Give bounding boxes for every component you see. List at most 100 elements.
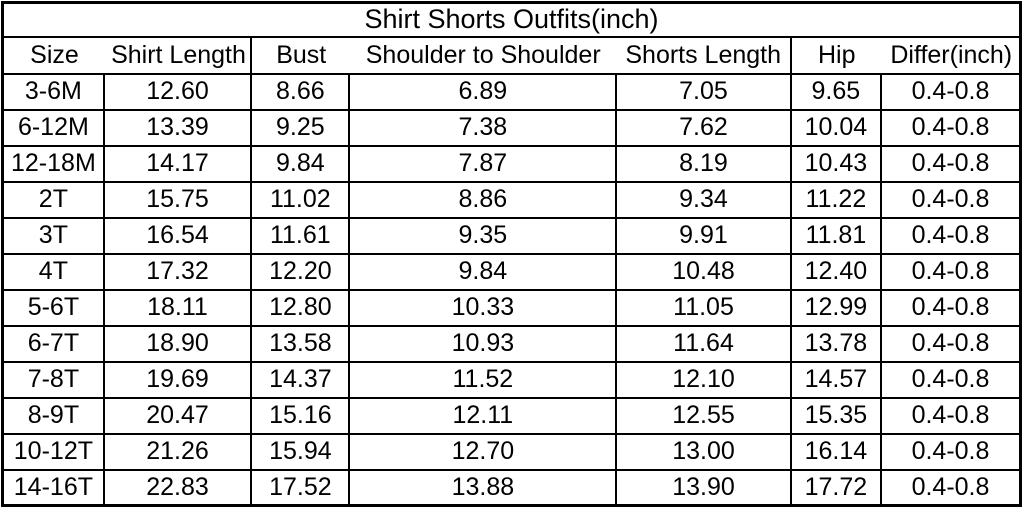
- table-cell: 0.4-0.8: [880, 72, 1022, 111]
- table-cell: 6-7T: [1, 324, 105, 363]
- table-cell: 10.48: [615, 252, 792, 291]
- table-cell: 8-9T: [1, 396, 105, 435]
- column-header-shirt-length: Shirt Length: [111, 40, 246, 69]
- table-cell: 3-6M: [1, 72, 105, 111]
- table-cell: 0.4-0.8: [880, 396, 1022, 435]
- table-row: 6-12M 13.39 9.25 7.38 7.62 10.04 0.4-0.8: [1, 108, 1022, 147]
- table-row: 14-16T 22.83 17.52 13.88 13.90 17.72 0.4-0.8: [1, 468, 1022, 507]
- table-cell: 9.34: [615, 180, 792, 219]
- table-cell: 19.69: [102, 360, 253, 399]
- table-cell: 11.52: [348, 360, 618, 399]
- table-row: 2T 15.75 11.02 8.86 9.34 11.22 0.4-0.8: [1, 180, 1022, 219]
- table-cell: 14.57: [789, 360, 883, 399]
- table-cell: 15.16: [250, 396, 351, 435]
- table-cell: 9.84: [348, 252, 618, 291]
- table-cell: 17.72: [789, 468, 883, 507]
- table-row: 6-7T 18.90 13.58 10.93 11.64 13.78 0.4-0.8: [1, 324, 1022, 363]
- table-cell: 17.52: [250, 468, 351, 507]
- table-cell: 14.17: [102, 144, 253, 183]
- table-cell: 0.4-0.8: [880, 180, 1022, 219]
- table-cell: 8.19: [615, 144, 792, 183]
- table-cell: 12.99: [789, 288, 883, 327]
- table-cell: 10.43: [789, 144, 883, 183]
- table-cell: 0.4-0.8: [880, 468, 1022, 507]
- header-group-size-shirt: Size Shirt Length: [1, 35, 253, 75]
- table-cell: 12.40: [789, 252, 883, 291]
- table-cell: 11.22: [789, 180, 883, 219]
- table-cell: 0.4-0.8: [880, 144, 1022, 183]
- size-table-body: 3-6M 12.60 8.66 6.89 7.05 9.65 0.4-0.8 6-12M 13.…: [1, 72, 1022, 507]
- table-cell: 18.90: [102, 324, 253, 363]
- table-cell: 7-8T: [1, 360, 105, 399]
- table-cell: 11.81: [789, 216, 883, 255]
- column-header-differ: Differ(inch): [890, 40, 1013, 69]
- table-cell: 10.33: [348, 288, 618, 327]
- table-cell: 12-18M: [1, 144, 105, 183]
- table-cell: 16.14: [789, 432, 883, 471]
- table-head: Shirt Shorts Outfits(inch) Size Shirt Le…: [1, 1, 1022, 75]
- table-cell: 11.61: [250, 216, 351, 255]
- header-group-inner: Size Shirt Length: [4, 41, 250, 70]
- table-row: 10-12T 21.26 15.94 12.70 13.00 16.14 0.4-0.8: [1, 432, 1022, 471]
- table-cell: 0.4-0.8: [880, 432, 1022, 471]
- table-row: 5-6T 18.11 12.80 10.33 11.05 12.99 0.4-0.8: [1, 288, 1022, 327]
- table-cell: 13.78: [789, 324, 883, 363]
- table-row: 12-18M 14.17 9.84 7.87 8.19 10.43 0.4-0.8: [1, 144, 1022, 183]
- table-row: 3T 16.54 11.61 9.35 9.91 11.81 0.4-0.8: [1, 216, 1022, 255]
- table-cell: 21.26: [102, 432, 253, 471]
- table-cell: 15.35: [789, 396, 883, 435]
- table-row: 8-9T 20.47 15.16 12.11 12.55 15.35 0.4-0.8: [1, 396, 1022, 435]
- table-cell: 15.75: [102, 180, 253, 219]
- table-cell: 12.11: [348, 396, 618, 435]
- table-cell: 6-12M: [1, 108, 105, 147]
- table-cell: 18.11: [102, 288, 253, 327]
- table-cell: 0.4-0.8: [880, 360, 1022, 399]
- table-cell: 0.4-0.8: [880, 288, 1022, 327]
- table-cell: 10-12T: [1, 432, 105, 471]
- table-cell: 7.05: [615, 72, 792, 111]
- table-cell: 14.37: [250, 360, 351, 399]
- header-group-hip-differ: Hip Differ(inch): [789, 35, 1022, 75]
- table-row: 4T 17.32 12.20 9.84 10.48 12.40 0.4-0.8: [1, 252, 1022, 291]
- table-cell: 0.4-0.8: [880, 216, 1022, 255]
- column-header-shoulder-to-shoulder: Shoulder to Shoulder: [365, 40, 601, 69]
- table-cell: 11.64: [615, 324, 792, 363]
- table-cell: 22.83: [102, 468, 253, 507]
- column-header-hip: Hip: [817, 40, 856, 69]
- table-cell: 5-6T: [1, 288, 105, 327]
- table-row: 7-8T 19.69 14.37 11.52 12.10 14.57 0.4-0.8: [1, 360, 1022, 399]
- table-cell: 9.65: [789, 72, 883, 111]
- table-cell: 12.70: [348, 432, 618, 471]
- header-group-inner: Hip Differ(inch): [792, 41, 1019, 70]
- table-title: Shirt Shorts Outfits(inch): [1, 1, 1022, 38]
- column-header-shorts-length: Shorts Length: [625, 40, 782, 69]
- table-cell: 12.20: [250, 252, 351, 291]
- table-cell: 13.90: [615, 468, 792, 507]
- table-cell: 12.10: [615, 360, 792, 399]
- table-cell: 13.58: [250, 324, 351, 363]
- table-cell: 3T: [1, 216, 105, 255]
- table-cell: 17.32: [102, 252, 253, 291]
- table-cell: 2T: [1, 180, 105, 219]
- column-header-size: Size: [30, 40, 79, 69]
- table-cell: 12.55: [615, 396, 792, 435]
- table-cell: 13.39: [102, 108, 253, 147]
- table-cell: 8.86: [348, 180, 618, 219]
- table-cell: 15.94: [250, 432, 351, 471]
- header-row: Size Shirt Length Bust Shoulder to Shoul…: [1, 35, 1022, 75]
- header-group-inner: Bust Shoulder to Shoulder Shorts Length: [252, 41, 790, 70]
- table-cell: 0.4-0.8: [880, 324, 1022, 363]
- table-cell: 16.54: [102, 216, 253, 255]
- table-cell: 7.87: [348, 144, 618, 183]
- table-cell: 9.25: [250, 108, 351, 147]
- table-cell: 13.88: [348, 468, 618, 507]
- table-cell: 6.89: [348, 72, 618, 111]
- table-cell: 4T: [1, 252, 105, 291]
- table-cell: 20.47: [102, 396, 253, 435]
- table-cell: 9.84: [250, 144, 351, 183]
- table-cell: 11.05: [615, 288, 792, 327]
- table-cell: 12.60: [102, 72, 253, 111]
- header-group-bust-shoulder-shorts: Bust Shoulder to Shoulder Shorts Length: [250, 35, 792, 75]
- table-cell: 9.35: [348, 216, 618, 255]
